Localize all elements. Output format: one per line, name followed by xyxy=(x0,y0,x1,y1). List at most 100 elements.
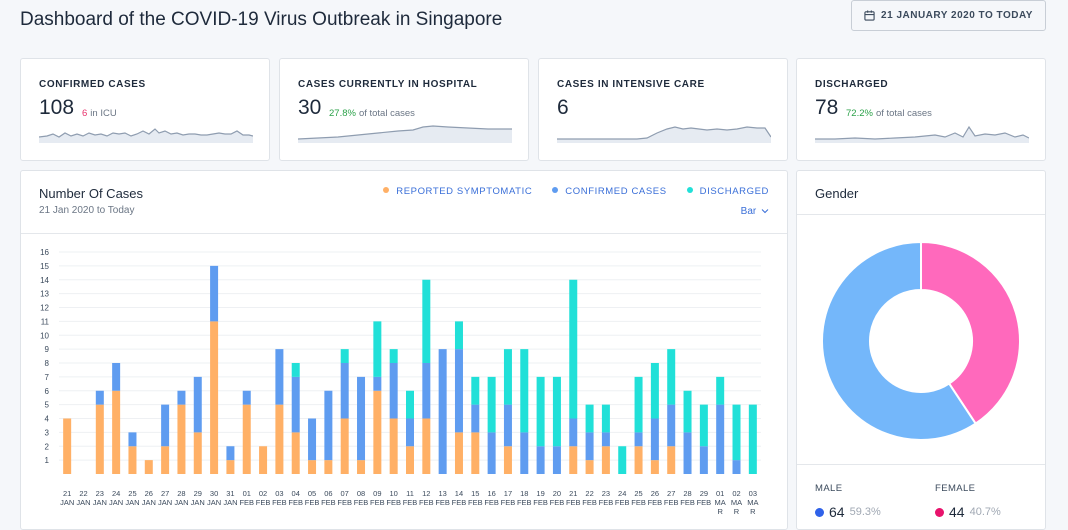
bar-segment-discharged[interactable] xyxy=(667,349,676,405)
bar-segment-reported-symptomatic[interactable] xyxy=(373,390,382,474)
bar-segment-confirmed-cases[interactable] xyxy=(716,404,725,474)
bar-segment-confirmed-cases[interactable] xyxy=(552,446,561,474)
bar-segment-discharged[interactable] xyxy=(732,404,741,461)
bar-segment-reported-symptomatic[interactable] xyxy=(144,460,153,474)
bar-segment-confirmed-cases[interactable] xyxy=(634,432,643,447)
bar-segment-confirmed-cases[interactable] xyxy=(275,349,284,405)
bar-segment-discharged[interactable] xyxy=(716,376,725,405)
bar-segment-reported-symptomatic[interactable] xyxy=(601,446,610,474)
bar-segment-discharged[interactable] xyxy=(406,390,414,419)
bar-segment-confirmed-cases[interactable] xyxy=(340,363,349,419)
bar-segment-confirmed-cases[interactable] xyxy=(226,446,235,461)
date-range-button[interactable]: 21 JANUARY 2020 TO TODAY xyxy=(851,0,1046,31)
bar-segment-confirmed-cases[interactable] xyxy=(520,432,529,474)
bar-segment-discharged[interactable] xyxy=(585,404,594,433)
bar-segment-confirmed-cases[interactable] xyxy=(161,404,170,447)
bar-segment-confirmed-cases[interactable] xyxy=(128,432,137,447)
bar-segment-reported-symptomatic[interactable] xyxy=(242,404,251,474)
bar-segment-discharged[interactable] xyxy=(601,404,610,433)
bar-segment-reported-symptomatic[interactable] xyxy=(226,460,235,474)
bar-segment-reported-symptomatic[interactable] xyxy=(503,446,512,474)
bar-segment-discharged[interactable] xyxy=(536,376,545,447)
bar-segment-reported-symptomatic[interactable] xyxy=(95,404,104,474)
bar-segment-reported-symptomatic[interactable] xyxy=(259,446,268,474)
bar-segment-reported-symptomatic[interactable] xyxy=(193,432,202,474)
bar-segment-confirmed-cases[interactable] xyxy=(667,404,676,447)
bar-segment-discharged[interactable] xyxy=(487,376,496,433)
bar-segment-discharged[interactable] xyxy=(471,376,480,405)
bar-segment-reported-symptomatic[interactable] xyxy=(406,446,414,474)
bar-segment-confirmed-cases[interactable] xyxy=(569,418,578,447)
bar-segment-reported-symptomatic[interactable] xyxy=(177,404,186,474)
bar-segment-reported-symptomatic[interactable] xyxy=(569,446,578,474)
bar-segment-confirmed-cases[interactable] xyxy=(177,390,186,405)
bar-segment-confirmed-cases[interactable] xyxy=(389,363,398,419)
bar-segment-reported-symptomatic[interactable] xyxy=(324,460,333,474)
bar-segment-reported-symptomatic[interactable] xyxy=(161,446,170,474)
bar-segment-reported-symptomatic[interactable] xyxy=(210,321,219,474)
bar-segment-confirmed-cases[interactable] xyxy=(324,390,333,461)
bar-segment-reported-symptomatic[interactable] xyxy=(650,460,659,474)
bar-segment-confirmed-cases[interactable] xyxy=(650,418,659,461)
bar-segment-confirmed-cases[interactable] xyxy=(308,418,317,461)
bar-segment-confirmed-cases[interactable] xyxy=(699,446,708,474)
bar-segment-confirmed-cases[interactable] xyxy=(487,432,496,474)
bar-segment-reported-symptomatic[interactable] xyxy=(275,404,284,474)
bar-segment-discharged[interactable] xyxy=(503,349,512,405)
bar-segment-discharged[interactable] xyxy=(520,349,529,433)
bar-segment-confirmed-cases[interactable] xyxy=(536,446,545,474)
bar-segment-discharged[interactable] xyxy=(552,376,561,447)
bar-segment-discharged[interactable] xyxy=(340,349,349,363)
bar-segment-confirmed-cases[interactable] xyxy=(210,265,219,322)
bar-segment-confirmed-cases[interactable] xyxy=(732,460,741,474)
bar-segment-confirmed-cases[interactable] xyxy=(406,418,414,447)
bar-segment-reported-symptomatic[interactable] xyxy=(357,460,366,474)
bar-segment-reported-symptomatic[interactable] xyxy=(128,446,137,474)
bar-segment-reported-symptomatic[interactable] xyxy=(667,446,676,474)
bar-segment-confirmed-cases[interactable] xyxy=(585,432,594,461)
bar-segment-confirmed-cases[interactable] xyxy=(683,432,692,474)
bar-segment-confirmed-cases[interactable] xyxy=(454,349,463,433)
bar-segment-reported-symptomatic[interactable] xyxy=(634,446,643,474)
bar-segment-discharged[interactable] xyxy=(454,321,463,350)
bar-segment-reported-symptomatic[interactable] xyxy=(471,432,480,474)
bar-segment-discharged[interactable] xyxy=(422,279,431,363)
bar-segment-discharged[interactable] xyxy=(569,279,578,419)
donut-slice-female[interactable] xyxy=(920,240,1021,425)
bar-segment-discharged[interactable] xyxy=(389,349,398,363)
bar-segment-reported-symptomatic[interactable] xyxy=(585,460,594,474)
legend-item-discharged[interactable]: DISCHARGED xyxy=(686,186,769,197)
bar-segment-reported-symptomatic[interactable] xyxy=(63,418,72,475)
bar-segment-confirmed-cases[interactable] xyxy=(438,349,447,474)
bar-segment-confirmed-cases[interactable] xyxy=(503,404,512,447)
bar-segment-reported-symptomatic[interactable] xyxy=(389,418,398,475)
bar-segment-discharged[interactable] xyxy=(748,404,757,474)
bar-segment-confirmed-cases[interactable] xyxy=(471,404,480,433)
bar-segment-discharged[interactable] xyxy=(699,404,708,447)
bar-segment-discharged[interactable] xyxy=(683,390,692,433)
bar-segment-discharged[interactable] xyxy=(618,446,627,474)
bar-segment-confirmed-cases[interactable] xyxy=(373,376,382,391)
bar-segment-confirmed-cases[interactable] xyxy=(422,363,431,419)
bar-segment-confirmed-cases[interactable] xyxy=(95,390,104,405)
bar-segment-confirmed-cases[interactable] xyxy=(357,376,366,461)
bar-segment-reported-symptomatic[interactable] xyxy=(454,432,463,474)
legend-item-confirmed[interactable]: CONFIRMED CASES xyxy=(552,186,666,197)
bar-segment-confirmed-cases[interactable] xyxy=(291,376,300,433)
donut-slice-male[interactable] xyxy=(821,240,977,441)
bar-segment-discharged[interactable] xyxy=(650,363,659,419)
bar-segment-discharged[interactable] xyxy=(634,376,643,433)
legend-item-symptomatic[interactable]: REPORTED SYMPTOMATIC xyxy=(383,186,532,197)
bar-segment-discharged[interactable] xyxy=(373,321,382,377)
bar-segment-reported-symptomatic[interactable] xyxy=(308,460,317,474)
chart-type-select[interactable]: Bar xyxy=(741,206,769,217)
bar-segment-confirmed-cases[interactable] xyxy=(112,363,121,391)
bar-segment-reported-symptomatic[interactable] xyxy=(291,432,300,474)
bar-segment-reported-symptomatic[interactable] xyxy=(422,418,431,475)
bar-segment-reported-symptomatic[interactable] xyxy=(112,390,121,474)
bar-segment-confirmed-cases[interactable] xyxy=(601,432,610,447)
bar-segment-confirmed-cases[interactable] xyxy=(193,376,202,433)
bar-segment-confirmed-cases[interactable] xyxy=(242,390,251,405)
bar-segment-reported-symptomatic[interactable] xyxy=(340,418,349,475)
bar-segment-discharged[interactable] xyxy=(291,363,300,377)
